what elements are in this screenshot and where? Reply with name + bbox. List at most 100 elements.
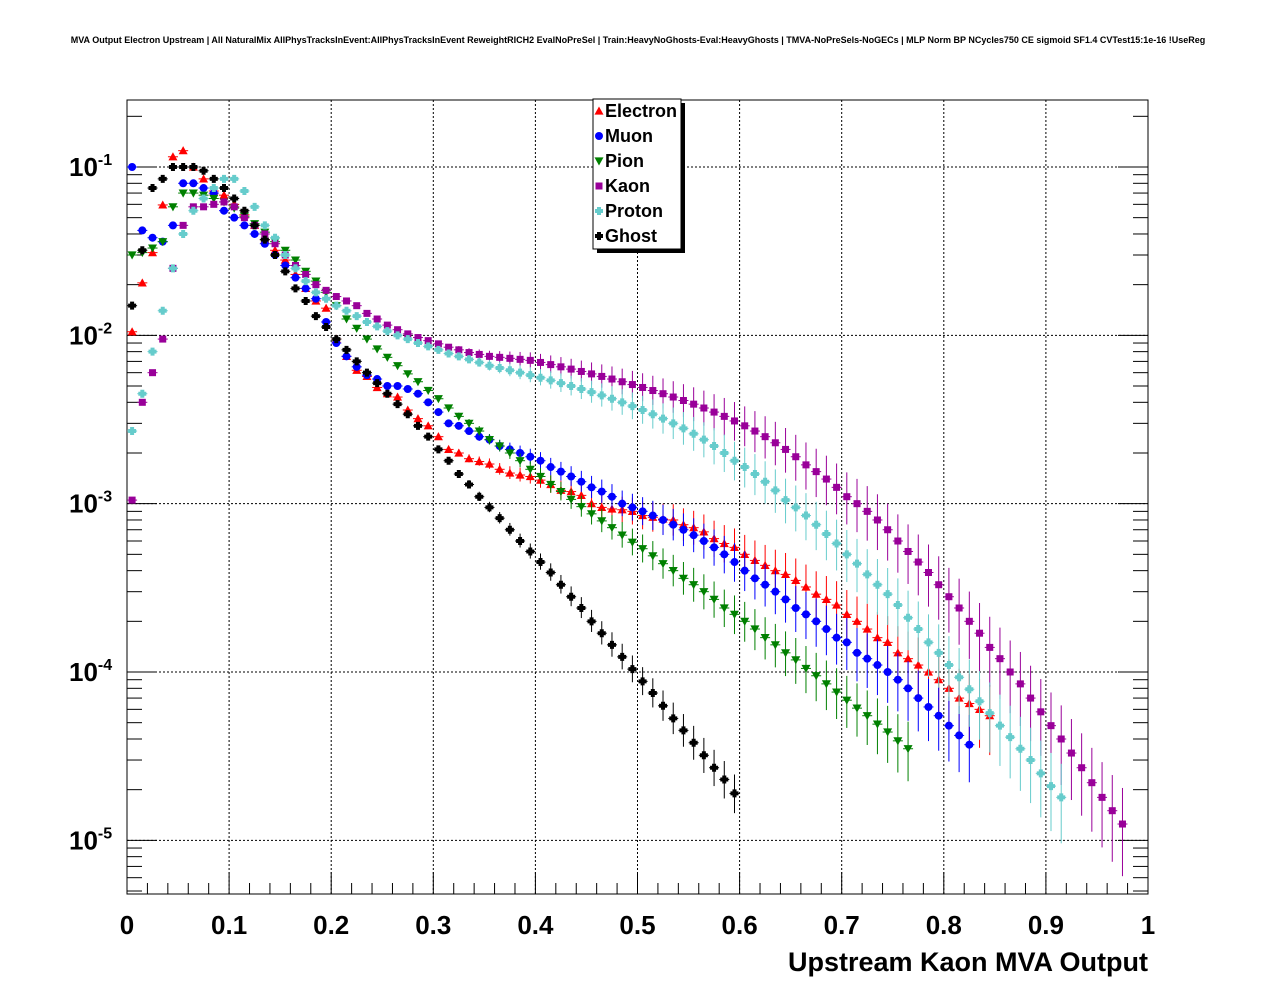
data-point xyxy=(689,429,698,438)
data-point xyxy=(505,468,515,477)
data-point xyxy=(168,221,177,230)
data-point xyxy=(965,617,973,625)
y-tick-exponent: -4 xyxy=(98,657,112,674)
data-point xyxy=(945,593,953,601)
data-point xyxy=(168,162,177,171)
data-point xyxy=(781,496,790,505)
data-point xyxy=(924,569,932,577)
data-point xyxy=(884,526,892,534)
data-point xyxy=(863,570,872,579)
data-point xyxy=(352,357,361,366)
data-point xyxy=(935,581,943,589)
data-point xyxy=(914,694,923,703)
data-point xyxy=(771,439,779,447)
data-point xyxy=(700,404,708,412)
data-point xyxy=(567,365,575,373)
data-point xyxy=(128,427,137,436)
data-point xyxy=(454,421,463,430)
data-point xyxy=(158,174,167,183)
data-point xyxy=(577,603,586,612)
data-point xyxy=(179,162,188,171)
data-point xyxy=(158,200,168,209)
data-point xyxy=(720,550,729,559)
data-point xyxy=(280,255,290,264)
data-point xyxy=(362,335,372,344)
data-point xyxy=(1118,820,1126,828)
data-point xyxy=(618,499,627,508)
data-point xyxy=(393,392,403,401)
data-point xyxy=(403,384,412,393)
data-point xyxy=(230,203,238,211)
data-point xyxy=(608,375,616,383)
data-point xyxy=(618,398,627,407)
data-point xyxy=(679,424,688,433)
data-point xyxy=(1016,680,1024,688)
x-tick-label: 0.1 xyxy=(211,910,247,940)
data-point xyxy=(413,378,423,387)
data-point xyxy=(741,422,749,430)
data-point xyxy=(597,502,607,512)
data-point xyxy=(659,515,668,524)
data-point xyxy=(526,356,534,364)
data-point xyxy=(219,184,228,193)
data-point xyxy=(761,477,770,486)
data-point xyxy=(199,174,209,183)
data-point xyxy=(862,712,872,721)
x-tick-label: 0.4 xyxy=(517,910,554,940)
data-point xyxy=(832,688,842,697)
data-point xyxy=(628,381,636,389)
data-point xyxy=(669,520,678,529)
legend-entry-ghost: Ghost xyxy=(595,226,657,246)
data-point xyxy=(280,246,290,255)
data-point xyxy=(618,378,626,386)
data-point xyxy=(484,436,494,445)
data-point xyxy=(1027,694,1035,702)
data-point xyxy=(148,184,157,193)
data-point xyxy=(975,697,984,706)
data-point xyxy=(720,448,729,457)
data-point xyxy=(362,317,371,326)
data-point xyxy=(342,306,351,315)
data-point xyxy=(751,427,759,435)
data-point xyxy=(628,503,637,512)
data-point xyxy=(219,190,229,199)
data-point xyxy=(220,198,228,206)
data-point xyxy=(801,511,810,520)
data-point xyxy=(567,592,576,601)
data-point xyxy=(862,624,872,633)
data-point xyxy=(761,433,769,441)
data-point xyxy=(199,166,208,175)
data-point xyxy=(423,421,433,430)
data-point xyxy=(638,507,647,516)
y-tick-label: 10-4 xyxy=(69,657,112,687)
data-point xyxy=(311,288,320,297)
data-point xyxy=(1047,782,1056,791)
data-point xyxy=(658,560,668,569)
data-point xyxy=(659,701,668,710)
legend-marker xyxy=(595,132,603,140)
data-point xyxy=(649,387,657,395)
data-point xyxy=(424,432,433,441)
data-point xyxy=(740,566,749,575)
data-point xyxy=(678,574,688,583)
legend-label: Ghost xyxy=(605,226,657,246)
data-point xyxy=(322,286,330,294)
data-point xyxy=(474,457,484,466)
data-point xyxy=(464,419,474,428)
data-point xyxy=(465,480,474,489)
data-point xyxy=(536,456,545,465)
data-point xyxy=(802,461,810,469)
data-point xyxy=(261,230,269,238)
y-tick-exponent: -2 xyxy=(98,320,112,337)
data-point xyxy=(240,214,248,222)
data-point xyxy=(515,457,525,466)
data-point xyxy=(454,470,463,479)
data-point xyxy=(607,394,616,403)
data-point xyxy=(189,179,198,188)
data-point xyxy=(485,503,494,512)
data-point xyxy=(403,410,412,419)
data-point xyxy=(138,246,147,255)
data-point xyxy=(598,372,606,380)
data-point xyxy=(373,315,381,323)
x-tick-label: 0.3 xyxy=(415,910,451,940)
